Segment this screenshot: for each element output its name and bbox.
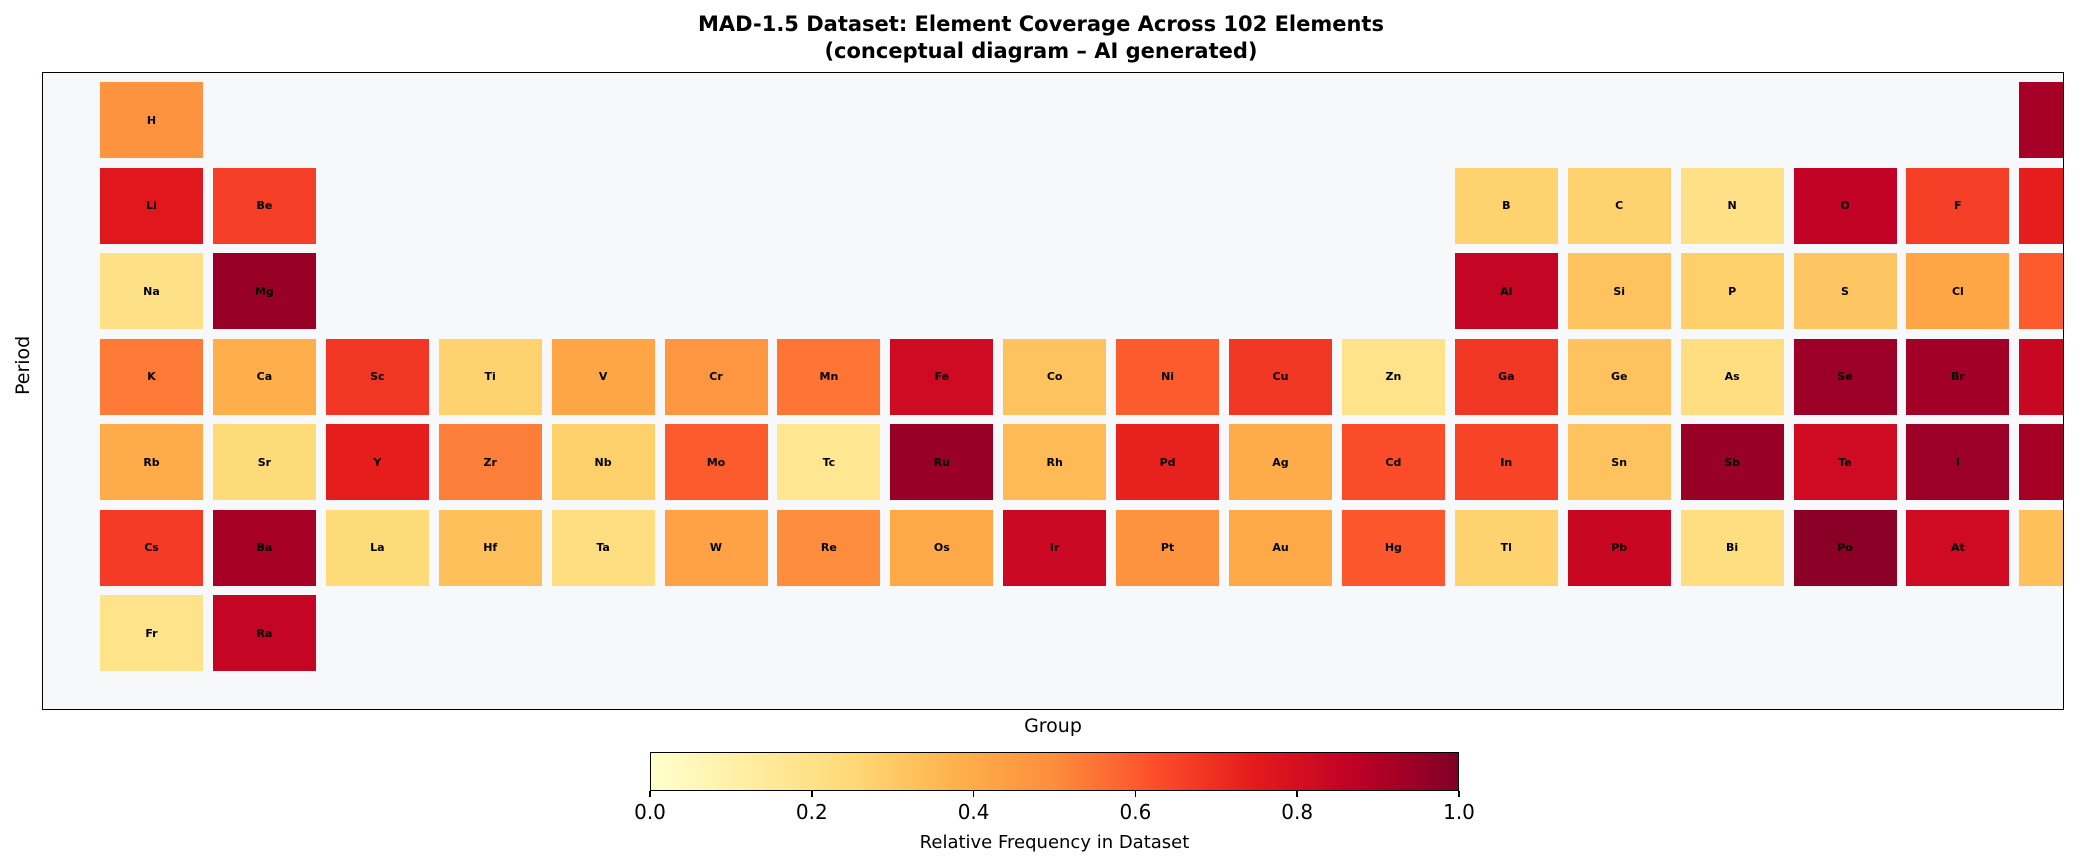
colorbar-tick — [1134, 791, 1137, 797]
element-cell-ni: Ni — [1116, 338, 1220, 415]
element-cell-tc: Tc — [777, 424, 881, 500]
element-cell-cu: Cu — [1229, 338, 1332, 415]
element-cell-tl: Tl — [1454, 509, 1558, 586]
x-axis-label: Group — [1024, 715, 1082, 737]
element-cell-ir: Ir — [1003, 509, 1107, 586]
element-cell-li: Li — [100, 167, 203, 244]
element-cell-hf: Hf — [438, 509, 542, 586]
element-cell-br: Br — [1906, 338, 2010, 415]
colorbar-tick — [811, 791, 813, 797]
element-cell-o: O — [1793, 167, 1897, 244]
chart-subtitle: (conceptual diagram – AI generated) — [824, 39, 1258, 63]
element-cell-se: Se — [1793, 338, 1897, 415]
element-cell-b: B — [1454, 167, 1558, 244]
colorbar — [650, 752, 1459, 791]
element-cell-k: K — [100, 338, 203, 415]
element-cell-f: F — [1906, 167, 2010, 244]
element-cell-in: In — [1454, 424, 1558, 500]
element-cell-p: P — [1680, 253, 1784, 329]
element-cell-pt: Pt — [1116, 509, 1220, 586]
element-cell-ru: Ru — [890, 424, 994, 500]
element-cell-nb: Nb — [551, 424, 655, 500]
element-cell-cr: Cr — [664, 338, 768, 415]
element-cell-cd: Cd — [1341, 424, 1445, 500]
element-cell-ne: Ne — [2019, 167, 2063, 244]
element-cell-as: As — [1680, 338, 1784, 415]
element-cell-al: Al — [1454, 253, 1558, 329]
element-cell-ta: Ta — [551, 509, 655, 586]
element-cell-at: At — [1906, 509, 2010, 586]
element-cell-w: W — [664, 509, 768, 586]
element-cell-c: C — [1567, 167, 1671, 244]
element-cell-sr: Sr — [212, 424, 316, 500]
element-cell-ga: Ga — [1454, 338, 1558, 415]
colorbar-tick-label: 0.8 — [1281, 800, 1314, 824]
colorbar-label: Relative Frequency in Dataset — [919, 832, 1190, 853]
element-cell-re: Re — [777, 509, 881, 586]
element-cell-fr: Fr — [100, 595, 203, 671]
element-cell-te: Te — [1793, 424, 1897, 500]
colorbar-tick — [972, 791, 975, 797]
element-cell-xe: Xe — [2019, 424, 2063, 500]
element-cell-pb: Pb — [1567, 509, 1671, 586]
element-cell-bi: Bi — [1680, 509, 1784, 586]
element-cell-ge: Ge — [1567, 338, 1671, 415]
element-cell-ra: Ra — [212, 595, 316, 671]
element-cell-ti: Ti — [438, 338, 542, 415]
element-cell-sc: Sc — [325, 338, 429, 415]
element-cell-i: I — [1906, 424, 2010, 500]
element-cell-au: Au — [1229, 509, 1332, 586]
element-cell-la: La — [325, 509, 429, 586]
element-cell-mn: Mn — [777, 338, 881, 415]
element-cell-ba: Ba — [212, 509, 316, 586]
element-cell-ar: Ar — [2019, 253, 2063, 329]
element-cell-zn: Zn — [1341, 338, 1445, 415]
element-cell-si: Si — [1567, 253, 1671, 329]
element-cell-fe: Fe — [890, 338, 994, 415]
element-cell-n: N — [1680, 167, 1784, 244]
y-axis-label: Period — [12, 335, 34, 395]
element-cell-pd: Pd — [1116, 424, 1220, 500]
chart-title: MAD-1.5 Dataset: Element Coverage Across… — [698, 12, 1384, 36]
element-cell-rb: Rb — [100, 424, 203, 500]
colorbar-tick — [649, 791, 651, 797]
element-cell-mg: Mg — [212, 253, 316, 329]
element-cell-s: S — [1793, 253, 1897, 329]
element-cell-h: H — [100, 82, 203, 158]
element-cell-hg: Hg — [1341, 509, 1445, 586]
colorbar-tick — [1458, 791, 1460, 797]
element-cell-v: V — [551, 338, 655, 415]
element-cell-ag: Ag — [1229, 424, 1332, 500]
element-cell-kr: Kr — [2019, 338, 2063, 415]
element-cell-y: Y — [325, 424, 429, 500]
element-cell-po: Po — [1793, 509, 1897, 586]
element-cell-he: He — [2019, 82, 2063, 158]
element-cell-co: Co — [1003, 338, 1107, 415]
element-cell-na: Na — [100, 253, 203, 329]
colorbar-tick-label: 0.2 — [795, 800, 828, 824]
element-cell-sn: Sn — [1567, 424, 1671, 500]
element-cell-cs: Cs — [100, 509, 203, 586]
colorbar-tick-label: 1.0 — [1443, 800, 1475, 824]
colorbar-tick-label: 0.0 — [634, 800, 666, 824]
element-cell-be: Be — [212, 167, 316, 244]
element-cell-rh: Rh — [1003, 424, 1107, 500]
element-cell-mo: Mo — [664, 424, 768, 500]
colorbar-tick-label: 0.6 — [1119, 800, 1152, 824]
element-cell-rn: Rn — [2019, 509, 2063, 586]
element-cell-ca: Ca — [212, 338, 316, 415]
colorbar-tick-label: 0.4 — [957, 800, 990, 824]
colorbar-tick — [1296, 791, 1298, 797]
element-cell-os: Os — [890, 509, 994, 586]
element-cell-cl: Cl — [1906, 253, 2010, 329]
element-cell-zr: Zr — [438, 424, 542, 500]
element-cell-sb: Sb — [1680, 424, 1784, 500]
